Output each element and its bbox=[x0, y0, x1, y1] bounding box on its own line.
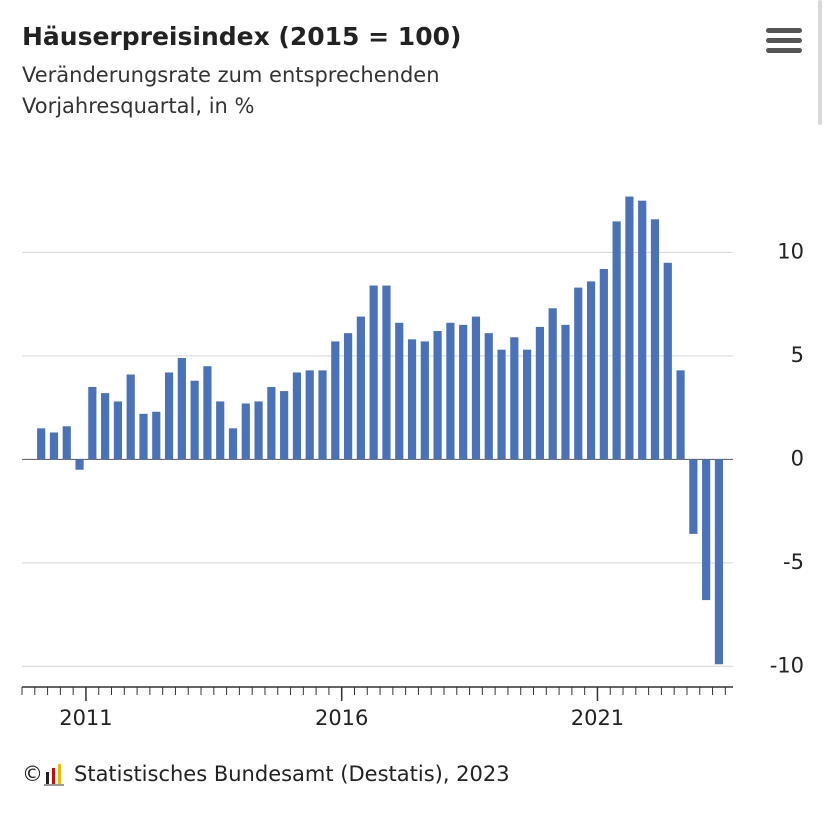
bar bbox=[407, 339, 417, 460]
bar bbox=[62, 426, 71, 460]
logo-bar bbox=[58, 764, 61, 784]
source: Statistisches Bundesamt (Destatis), 2023 bbox=[74, 762, 510, 786]
bar bbox=[625, 196, 634, 460]
y-tick-label: -10 bbox=[770, 653, 804, 677]
x-tick-label: 2021 bbox=[571, 706, 624, 730]
bar bbox=[574, 287, 583, 460]
logo-base bbox=[44, 784, 64, 786]
bar bbox=[241, 403, 250, 460]
menu-bar bbox=[766, 48, 802, 53]
y-tick-label: 5 bbox=[791, 343, 804, 367]
menu-bar bbox=[766, 28, 802, 33]
bar bbox=[305, 370, 314, 460]
bar bbox=[356, 316, 365, 460]
bar bbox=[702, 459, 711, 601]
bar bbox=[714, 459, 724, 665]
bar bbox=[548, 308, 557, 460]
logo-bar bbox=[46, 772, 49, 784]
scrollbar bbox=[818, 0, 822, 125]
copyright-symbol: © bbox=[22, 762, 43, 786]
bar bbox=[75, 459, 84, 470]
bar bbox=[318, 370, 327, 460]
bar bbox=[561, 324, 570, 460]
chart-title: Häuserpreisindex (2015 = 100) bbox=[22, 22, 461, 51]
bar bbox=[650, 219, 660, 460]
bar bbox=[612, 221, 621, 460]
bar bbox=[395, 322, 404, 460]
bar bbox=[177, 357, 186, 460]
source-logo bbox=[44, 764, 64, 786]
bar bbox=[139, 413, 148, 460]
y-tick-label: 0 bbox=[791, 446, 804, 470]
y-tick-label: -5 bbox=[783, 550, 804, 574]
bar bbox=[164, 372, 174, 460]
menu-button[interactable] bbox=[766, 28, 802, 53]
x-tick-label: 2016 bbox=[315, 706, 368, 730]
bar bbox=[190, 380, 199, 460]
bar bbox=[689, 459, 698, 534]
bar bbox=[49, 432, 59, 460]
bar bbox=[126, 374, 135, 460]
bar bbox=[459, 324, 468, 460]
bar bbox=[113, 401, 123, 460]
bar bbox=[420, 341, 429, 460]
chart-subtitle: Veränderungsrate zum entsprechenden bbox=[22, 63, 440, 87]
bar bbox=[586, 281, 596, 460]
bar bbox=[254, 401, 263, 460]
bar bbox=[267, 386, 276, 460]
bar bbox=[216, 401, 225, 460]
bar bbox=[523, 349, 532, 460]
bar bbox=[331, 341, 340, 460]
bar bbox=[433, 331, 442, 460]
chart-subtitle: Vorjahresquartal, in % bbox=[22, 94, 254, 118]
bar bbox=[203, 366, 212, 460]
bar bbox=[446, 322, 455, 460]
menu-bar bbox=[766, 38, 802, 43]
bar bbox=[484, 333, 493, 460]
bar bbox=[510, 337, 519, 460]
bar bbox=[676, 370, 685, 460]
bar bbox=[292, 372, 302, 460]
bar bbox=[535, 326, 544, 460]
logo-bar bbox=[52, 768, 55, 784]
bar bbox=[343, 333, 353, 460]
bar bbox=[37, 428, 46, 460]
bar bbox=[382, 285, 391, 460]
bar bbox=[369, 285, 378, 460]
bar bbox=[228, 428, 238, 460]
bar bbox=[497, 349, 506, 460]
bar bbox=[471, 316, 481, 460]
bar bbox=[599, 268, 608, 460]
bar bbox=[663, 262, 672, 460]
x-tick-label: 2011 bbox=[59, 706, 112, 730]
bar bbox=[88, 386, 97, 460]
bar bbox=[101, 393, 110, 460]
bar bbox=[280, 391, 289, 460]
bar bbox=[152, 411, 161, 460]
bar bbox=[638, 200, 647, 460]
y-tick-label: 10 bbox=[777, 239, 804, 263]
